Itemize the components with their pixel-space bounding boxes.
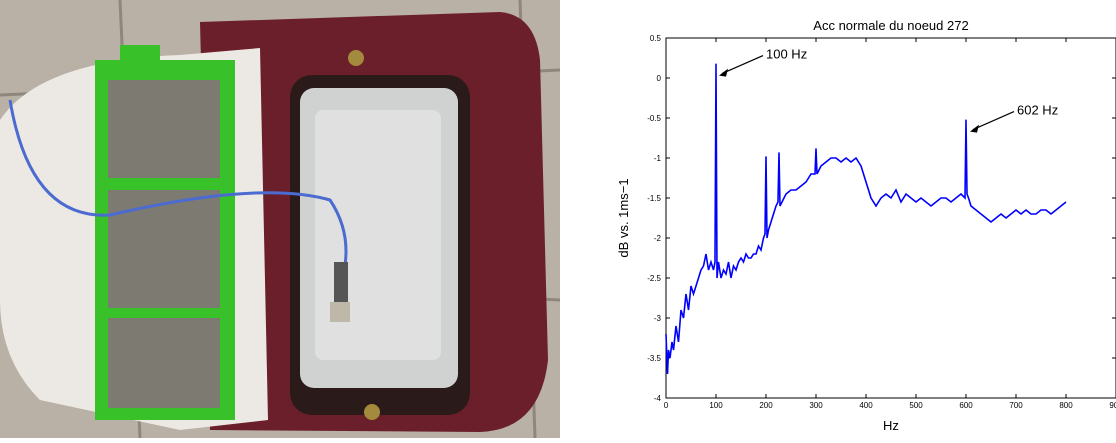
screw-bottom — [364, 404, 380, 420]
annotation-layer: 100 Hz 602 Hz — [719, 47, 1058, 133]
device-photo — [0, 0, 561, 439]
filter-pad-1 — [108, 80, 220, 178]
sensor-cable — [8, 99, 348, 266]
x-tick-label: 300 — [809, 401, 823, 410]
x-axis-ticks: 0 100 200 300 400 500 600 700 800 900 — [664, 38, 1116, 410]
annotation-arrowhead — [970, 124, 979, 133]
y-tick-label: 0 — [657, 74, 662, 83]
plot-frame — [665, 37, 1116, 399]
x-tick-label: 200 — [759, 401, 773, 410]
annotation-arrow — [721, 55, 764, 75]
y-axis-label: dB vs. 1ms−1 — [616, 178, 631, 257]
y-tick-label: -1.5 — [647, 194, 661, 203]
screw-top — [348, 50, 364, 66]
compartment-inner — [315, 110, 441, 360]
x-tick-label: 0 — [664, 401, 669, 410]
y-tick-label: -3.5 — [647, 354, 661, 363]
x-tick-label: 100 — [709, 401, 723, 410]
x-tick-label: 800 — [1059, 401, 1073, 410]
x-axis-label: Hz — [883, 418, 899, 433]
y-tick-label: -4 — [654, 394, 662, 403]
y-axis-ticks: 0.5 0 -0.5 -1 -1.5 -2 -2.5 -3 -3.5 -4 — [647, 34, 1116, 403]
x-tick-label: 500 — [909, 401, 923, 410]
accelerometer — [334, 262, 348, 304]
y-tick-label: -2.5 — [647, 274, 661, 283]
y-tick-label: -2 — [654, 234, 662, 243]
x-tick-label: 600 — [959, 401, 973, 410]
filter-pad-3 — [108, 318, 220, 408]
annotation-label: 100 Hz — [766, 47, 807, 62]
y-tick-label: -3 — [654, 314, 662, 323]
x-tick-label: 400 — [859, 401, 873, 410]
annotation-arrow — [972, 111, 1015, 131]
y-tick-label: -0.5 — [647, 114, 661, 123]
spectrum-chart-svg: Acc normale du noeud 272 0 100 200 300 400 50… — [616, 18, 1116, 433]
device-photo-drawing — [0, 0, 561, 439]
series-line — [665, 63, 1067, 375]
x-tick-label: 700 — [1009, 401, 1023, 410]
filter-top-tab — [120, 45, 160, 67]
chart-title: Acc normale du noeud 272 — [813, 18, 968, 33]
accelerometer-mount — [330, 302, 350, 322]
y-tick-label: 0.5 — [650, 34, 662, 43]
spectrum-chart: Acc normale du noeud 272 0 100 200 300 400 50… — [560, 0, 1116, 438]
x-tick-label: 900 — [1109, 401, 1116, 410]
annotation-arrowhead — [719, 68, 728, 77]
y-tick-label: -1 — [654, 154, 662, 163]
annotation-label: 602 Hz — [1017, 103, 1058, 118]
filter-pad-2 — [108, 190, 220, 308]
